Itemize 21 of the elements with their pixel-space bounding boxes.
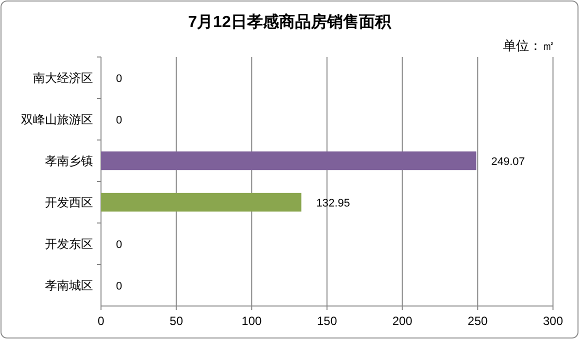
- y-tick-label: 孝南乡镇: [45, 154, 93, 168]
- y-tick-label: 南大经济区: [33, 70, 93, 85]
- x-tick-label: 50: [170, 314, 184, 328]
- y-tick-label: 开发西区: [45, 195, 93, 210]
- x-tick-label: 0: [98, 314, 105, 328]
- x-tick-label: 100: [242, 314, 262, 328]
- data-label: 0: [116, 238, 122, 251]
- x-tick-label: 200: [392, 314, 413, 328]
- data-label: 0: [116, 280, 122, 292]
- text: 单位：㎡: [503, 38, 555, 53]
- y-tick-label: 孝南城区: [45, 278, 93, 292]
- y-tick-label: 开发东区: [45, 236, 93, 251]
- x-tick-label: 300: [542, 314, 564, 328]
- data-label: 0: [116, 114, 122, 126]
- y-tick-label: 双峰山旅游区: [21, 112, 93, 126]
- x-tick-label: 250: [468, 314, 488, 328]
- data-label: 0: [116, 72, 122, 85]
- x-tick-label: 150: [316, 314, 338, 328]
- chart-title: 7月12日孝感商品房销售面积: [188, 12, 392, 31]
- data-label: 132.95: [316, 197, 350, 210]
- data-label: 249.07: [491, 156, 525, 168]
